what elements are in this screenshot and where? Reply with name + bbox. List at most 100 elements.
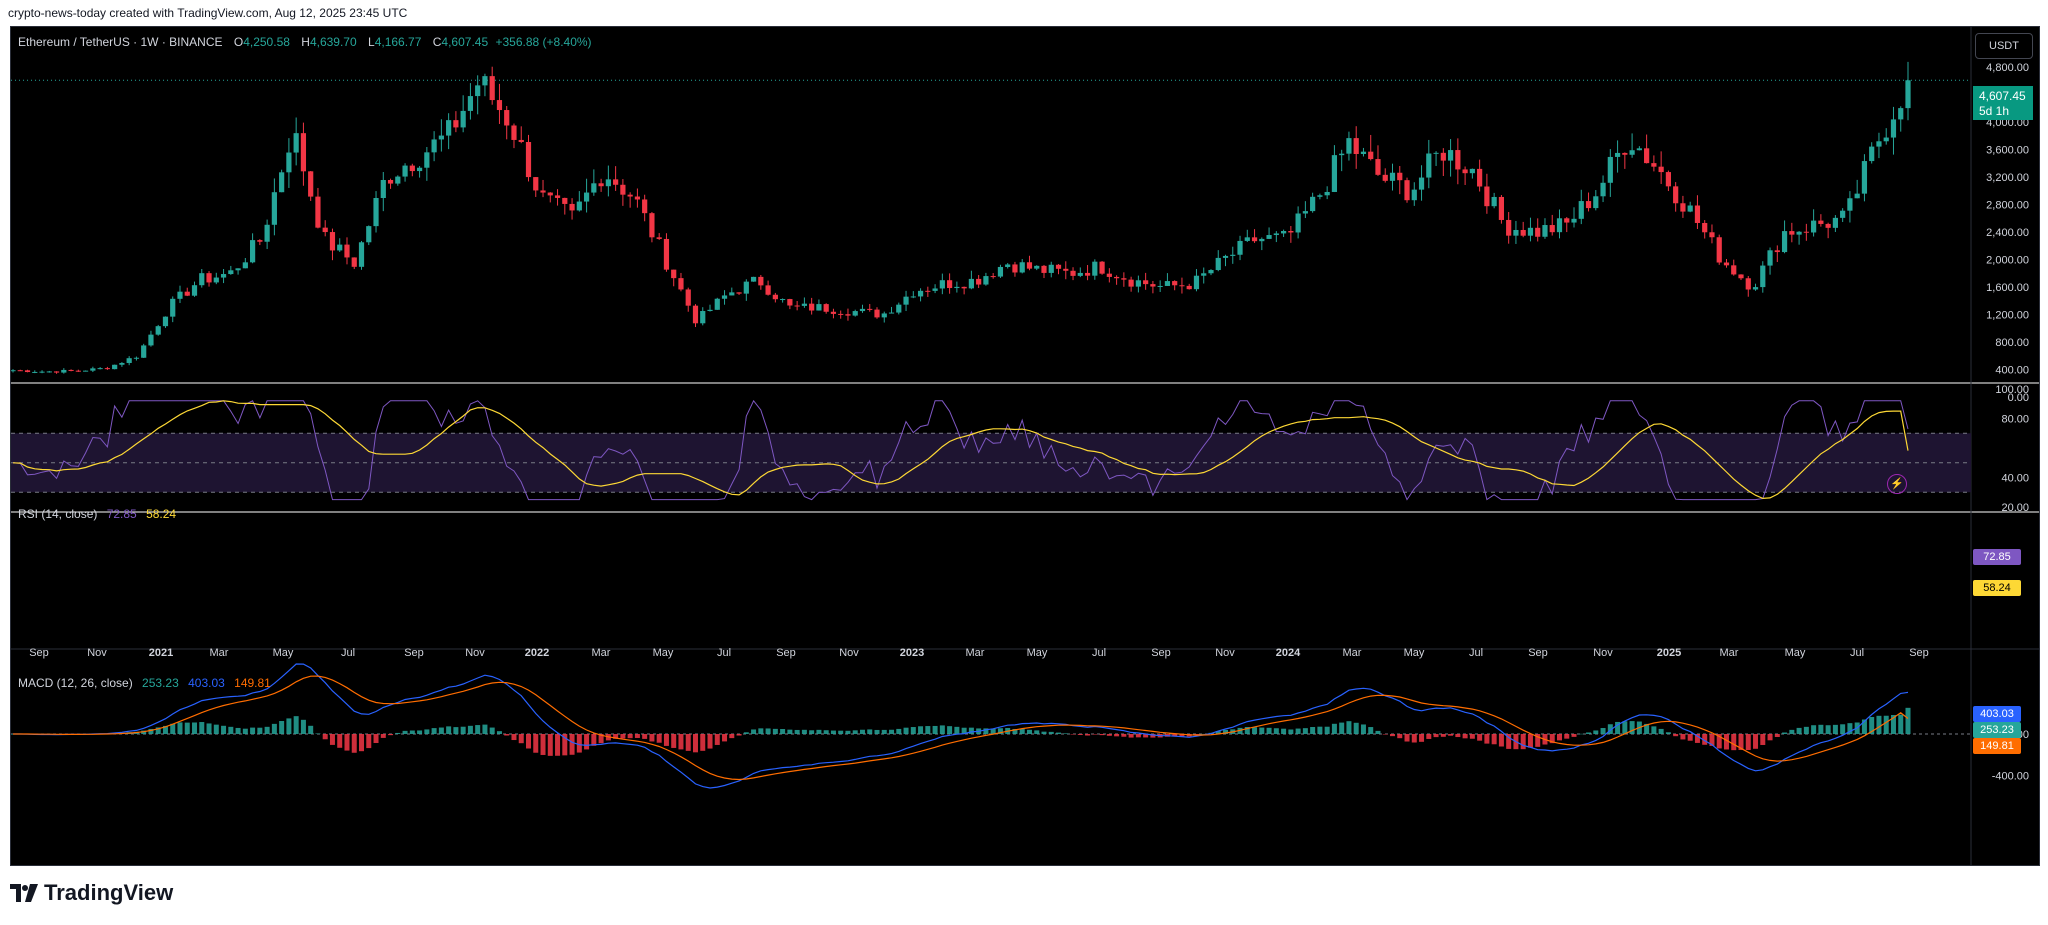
candle-body bbox=[823, 304, 829, 312]
macd-histogram-bar bbox=[859, 729, 865, 734]
price-axis-label: 2,400.00 bbox=[1986, 227, 2029, 239]
macd-histogram-bar bbox=[380, 734, 386, 738]
candle-body bbox=[11, 370, 16, 372]
macd-histogram-bar bbox=[155, 727, 161, 734]
candle-body bbox=[1215, 257, 1221, 271]
macd-histogram-bar bbox=[801, 729, 807, 734]
brand-name: TradingView bbox=[44, 880, 174, 905]
candle-body bbox=[1861, 161, 1868, 194]
chart-frame[interactable]: 4,800.00 4,000.00 3,600.00 3,200.00 2,800.00… bbox=[10, 26, 2040, 866]
candle-body bbox=[206, 273, 212, 283]
macd-histogram-bar bbox=[1774, 734, 1780, 738]
candle-body bbox=[264, 224, 270, 242]
candle-body bbox=[1447, 150, 1454, 161]
macd-histogram-bar bbox=[751, 729, 757, 734]
candle-body bbox=[119, 362, 125, 365]
macd-histogram-bar bbox=[1070, 734, 1076, 735]
macd-histogram-bar bbox=[446, 726, 452, 734]
candle-body bbox=[1905, 80, 1911, 109]
candle-body bbox=[286, 152, 292, 173]
candle-body bbox=[997, 266, 1004, 277]
candle-body bbox=[1542, 225, 1548, 237]
candle-body bbox=[1324, 191, 1330, 196]
candle-body bbox=[1600, 182, 1606, 197]
candle-body bbox=[1012, 264, 1018, 273]
candle-body bbox=[1578, 201, 1584, 219]
macd-histogram-bar bbox=[1644, 723, 1650, 734]
candle-body bbox=[315, 196, 321, 228]
candle-body bbox=[141, 345, 147, 358]
candle-body bbox=[605, 179, 611, 187]
candle-body bbox=[547, 192, 553, 196]
macd-histogram-bar bbox=[1426, 734, 1432, 739]
candle-body bbox=[199, 273, 205, 286]
candle-body bbox=[112, 364, 118, 370]
candle-body bbox=[743, 281, 749, 294]
macd-histogram-bar bbox=[772, 728, 778, 734]
macd-histogram-bar bbox=[1687, 734, 1693, 741]
candle-body bbox=[162, 316, 169, 327]
candle-body bbox=[968, 278, 974, 289]
time-axis-label: Nov bbox=[465, 647, 485, 659]
candle-body bbox=[242, 262, 248, 269]
time-axis-label: Nov bbox=[1593, 647, 1613, 659]
macd-title[interactable]: MACD (12, 26, close) bbox=[18, 676, 133, 690]
macd-histogram-bar bbox=[424, 729, 430, 734]
chart-canvas[interactable]: 4,800.00 4,000.00 3,600.00 3,200.00 2,800.00… bbox=[11, 27, 2039, 865]
candle-body bbox=[562, 197, 568, 204]
candle-body bbox=[213, 277, 219, 283]
macd-line-value: 403.03 bbox=[188, 676, 225, 690]
macd-histogram-bar bbox=[598, 734, 604, 744]
open-value: 4,250.58 bbox=[243, 35, 290, 49]
macd-histogram-bar bbox=[1273, 728, 1279, 734]
candle-body bbox=[1622, 152, 1628, 155]
lightning-icon[interactable]: ⚡ bbox=[1887, 474, 1907, 494]
candle-body bbox=[177, 291, 183, 299]
candle-body bbox=[721, 295, 728, 299]
candle-body bbox=[1150, 284, 1156, 287]
time-axis-label: Mar bbox=[966, 647, 985, 659]
candle-body bbox=[1781, 231, 1788, 253]
candle-body bbox=[729, 292, 735, 296]
currency-button[interactable]: USDT bbox=[1975, 33, 2033, 59]
candle-body bbox=[939, 280, 945, 289]
candle-body bbox=[1172, 281, 1178, 286]
candle-body bbox=[438, 135, 444, 140]
candle-body bbox=[1404, 180, 1410, 201]
macd-histogram-bar bbox=[148, 728, 154, 734]
price-axis-label: 800.00 bbox=[1995, 337, 2029, 349]
macd-legend: MACD (12, 26, close) 253.23 403.03 149.8… bbox=[18, 676, 271, 690]
macd-histogram-bar bbox=[925, 726, 931, 734]
high-label: H bbox=[301, 35, 310, 49]
macd-histogram-bar bbox=[1172, 734, 1178, 737]
candle-body bbox=[1876, 141, 1882, 147]
time-axis-label: Nov bbox=[87, 647, 107, 659]
candle-body bbox=[489, 76, 495, 101]
macd-histogram-bar bbox=[184, 722, 190, 734]
macd-histogram-bar bbox=[903, 727, 909, 734]
macd-histogram-bar bbox=[1658, 728, 1664, 734]
macd-histogram-bar bbox=[1593, 730, 1599, 734]
candle-body bbox=[656, 237, 662, 239]
candle-body bbox=[1469, 168, 1475, 174]
macd-histogram-bar bbox=[1056, 732, 1062, 734]
candle-body bbox=[1397, 172, 1403, 181]
macd-histogram-bar bbox=[1375, 730, 1381, 734]
symbol-title[interactable]: Ethereum / TetherUS · 1W · BINANCE bbox=[18, 35, 223, 49]
candle-body bbox=[888, 312, 895, 314]
candle-body bbox=[1273, 233, 1279, 236]
macd-histogram-bar bbox=[823, 730, 829, 734]
macd-histogram-bar bbox=[1317, 726, 1323, 734]
candle-body bbox=[1506, 219, 1512, 236]
candle-body bbox=[794, 305, 800, 307]
rsi-ma-tag: 58.24 bbox=[1973, 580, 2021, 596]
macd-histogram-bar bbox=[1382, 734, 1388, 735]
macd-histogram-bar bbox=[1890, 715, 1896, 734]
macd-histogram-bar bbox=[1738, 734, 1744, 751]
tradingview-logo[interactable]: TradingView bbox=[10, 880, 173, 906]
candle-body bbox=[678, 278, 684, 290]
candle-body bbox=[598, 183, 604, 187]
candle-body bbox=[1121, 278, 1127, 280]
rsi-title[interactable]: RSI (14, close) bbox=[18, 507, 98, 521]
time-axis-label: Mar bbox=[1720, 647, 1739, 659]
